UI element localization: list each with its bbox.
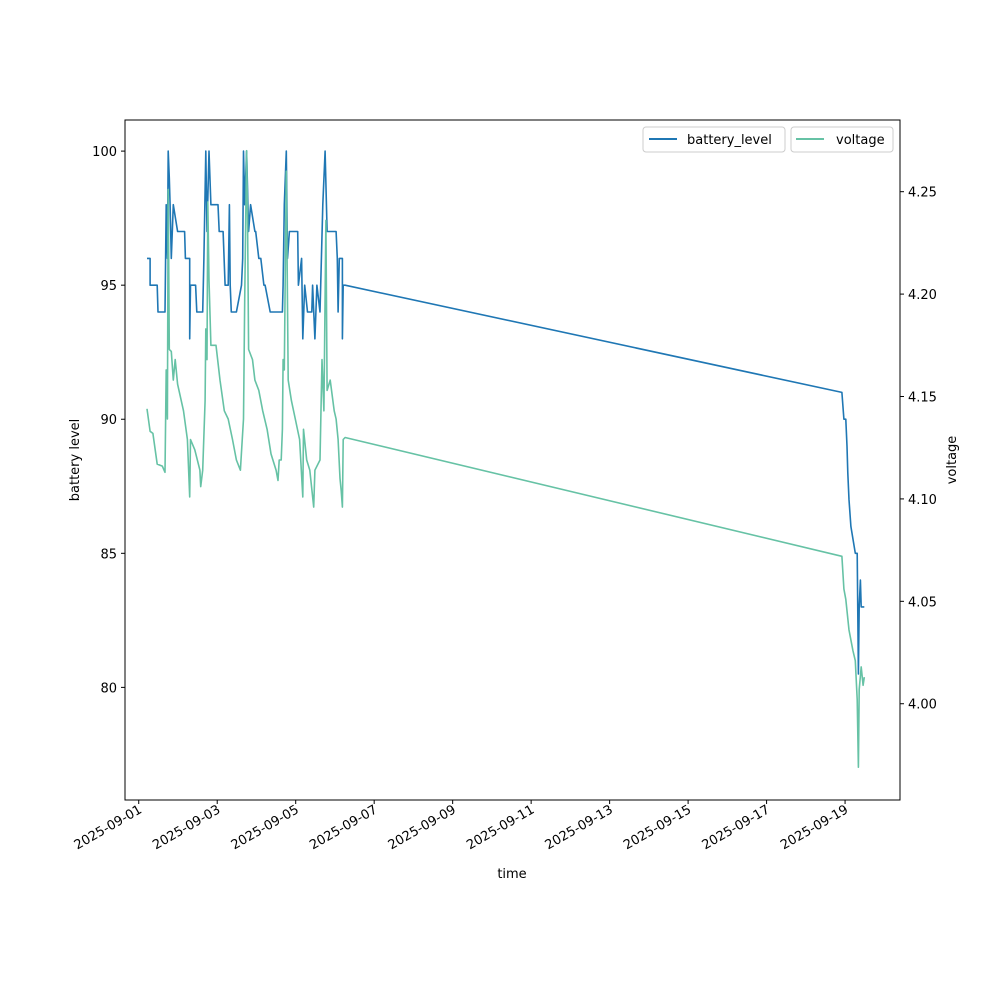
legend-voltage: voltage: [790, 126, 894, 153]
y-left-tick-label: 90: [100, 413, 117, 428]
legend-battery: battery_level: [642, 126, 786, 153]
plot-frame: [124, 119, 901, 801]
x-tick-label: 2025-09-11: [464, 802, 537, 853]
axes: 2025-09-01 2025-09-03 2025-09-05 2025-09-07…: [72, 145, 937, 853]
y-right-tick-label: 4.15: [908, 391, 937, 406]
x-axis-label: time: [497, 867, 526, 882]
x-tick-label: 2025-09-05: [229, 802, 302, 853]
series-line-battery_level: [147, 150, 865, 675]
x-tick-label: 2025-09-17: [700, 802, 773, 853]
x-tick-label: 2025-09-07: [307, 802, 380, 853]
legend-voltage-label: voltage: [836, 133, 885, 148]
x-tick-label: 2025-09-13: [543, 802, 616, 853]
y-right-tick-label: 4.20: [908, 288, 937, 303]
y-right-tick-label: 4.10: [908, 493, 937, 508]
y-left-tick-label: 85: [100, 547, 117, 562]
y-left-tick-label: 95: [100, 279, 117, 294]
y-axis-right-label: voltage: [945, 436, 960, 485]
x-tick-label: 2025-09-15: [621, 802, 694, 853]
x-tick-label: 2025-09-01: [72, 802, 145, 853]
x-tick-label: 2025-09-09: [386, 802, 459, 853]
y-axis-left-label: battery level: [68, 419, 83, 502]
legend-battery-label: battery_level: [687, 133, 772, 148]
series-line-voltage: [146, 149, 866, 769]
y-left-tick-label: 100: [92, 145, 117, 160]
y-left-tick-label: 80: [100, 681, 117, 696]
x-tick-label: 2025-09-03: [150, 802, 223, 853]
y-right-tick-label: 4.05: [908, 595, 937, 610]
y-right-tick-label: 4.25: [908, 186, 937, 201]
x-tick-label: 2025-09-19: [778, 802, 851, 853]
y-right-tick-label: 4.00: [908, 698, 937, 713]
plot-lines: [146, 149, 866, 769]
